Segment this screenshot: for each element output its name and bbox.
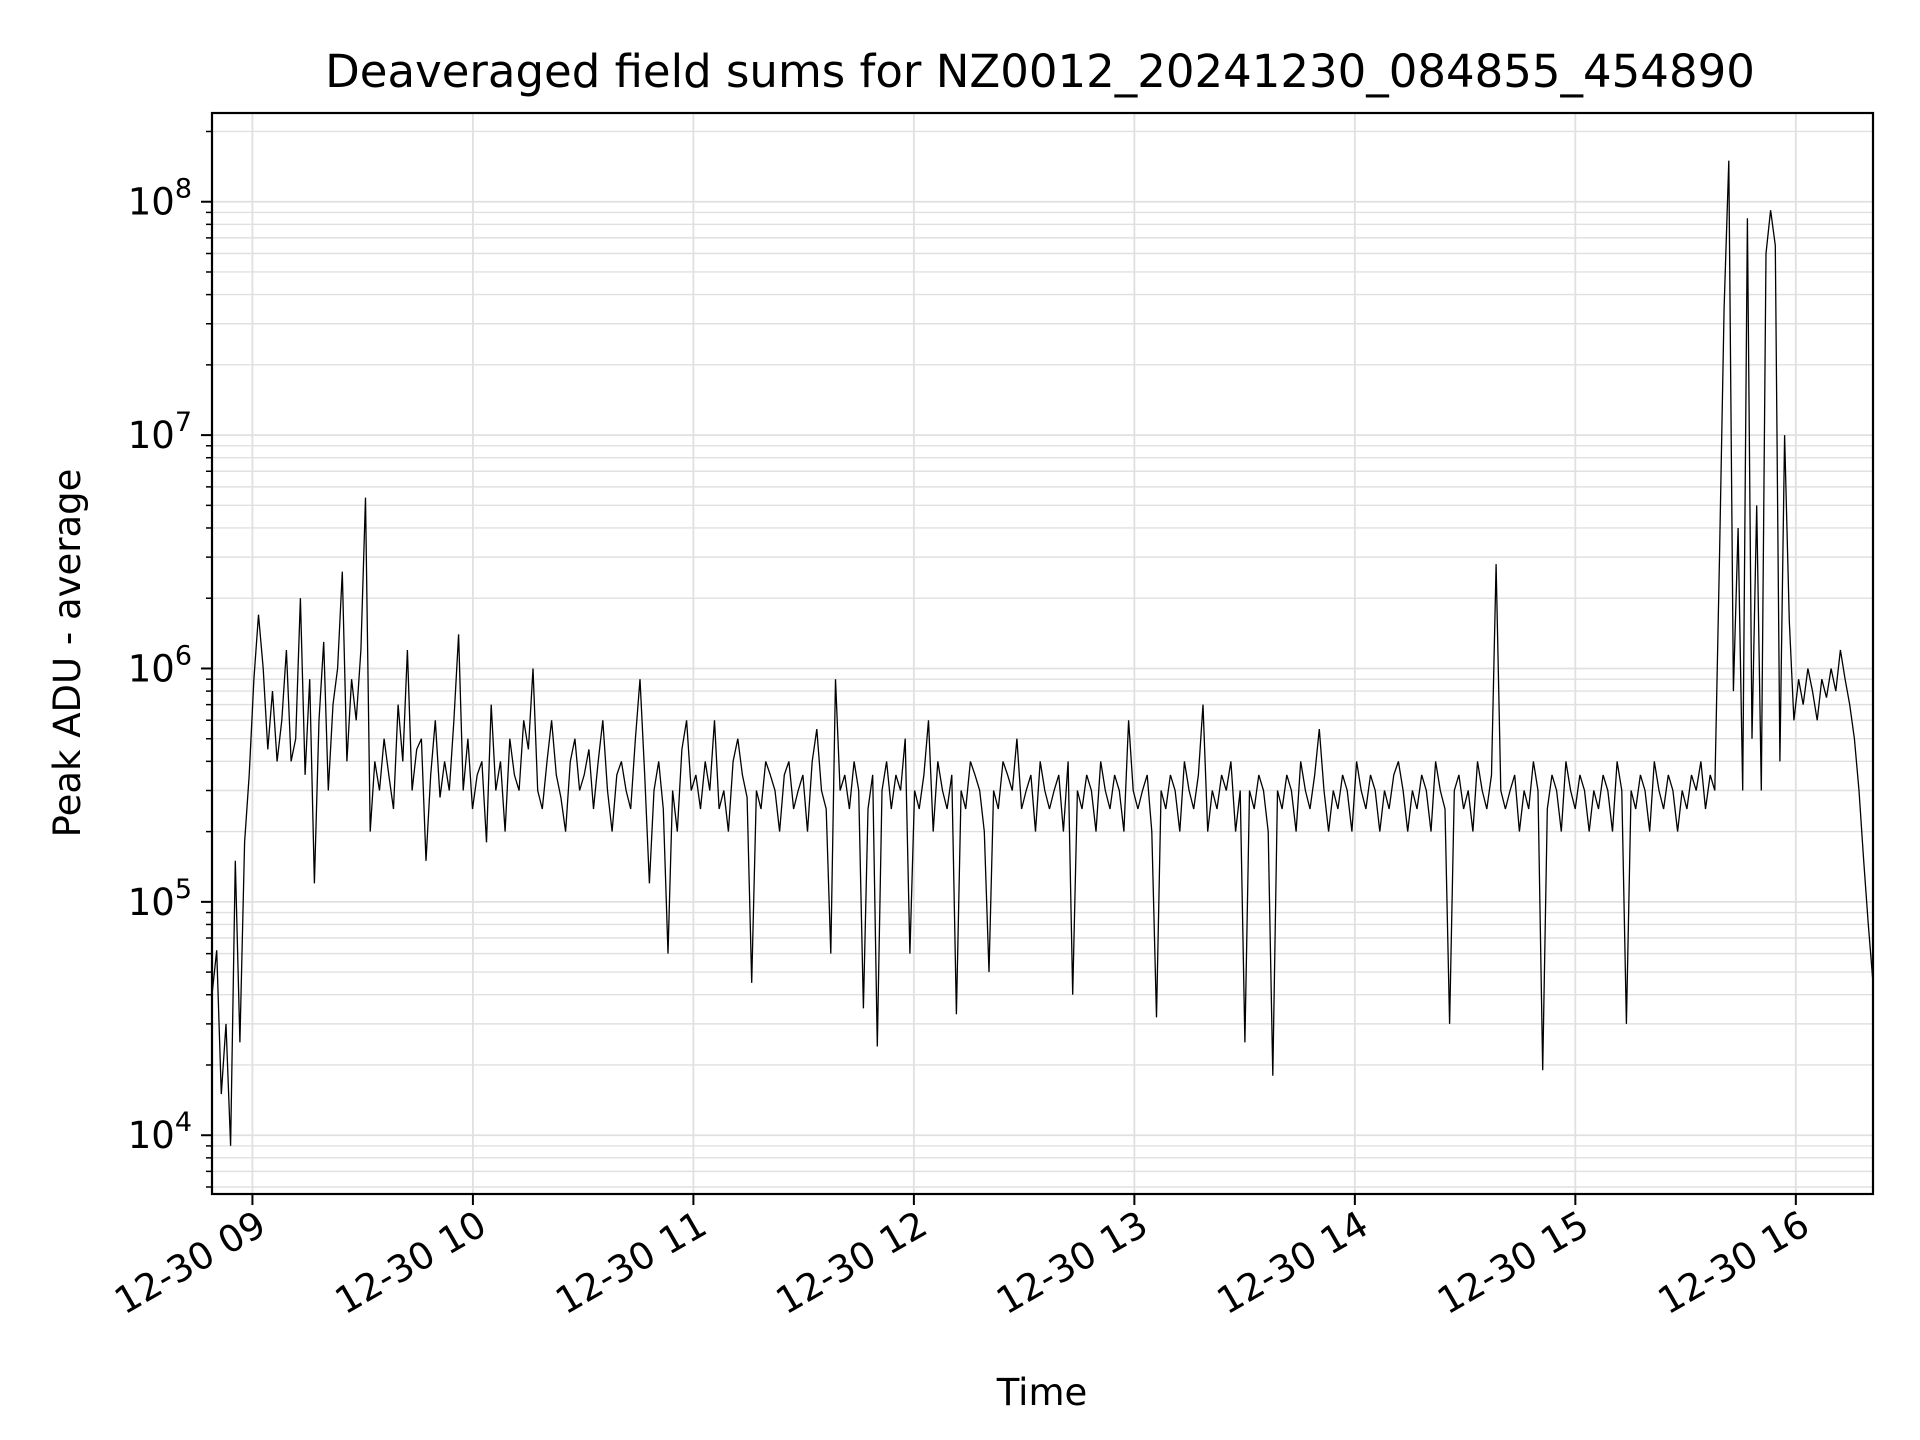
x-axis-label: Time xyxy=(996,1371,1088,1414)
y-tick-label: 106 xyxy=(128,640,192,690)
grid xyxy=(212,113,1873,1194)
y-tick-label: 105 xyxy=(128,874,192,924)
y-axis: 104 105 106 107 108 xyxy=(128,130,212,1188)
series-line-0 xyxy=(211,160,1874,1146)
chart-title: Deaveraged field sums for NZ0012_2024123… xyxy=(325,45,1755,98)
series-layer xyxy=(211,160,1874,1146)
y-tick-label: 108 xyxy=(128,174,192,224)
y-tick-label: 104 xyxy=(128,1107,192,1157)
plot-area-frame xyxy=(210,111,1875,1196)
y-tick-label: 107 xyxy=(128,407,192,457)
y-axis-label: Peak ADU - average xyxy=(46,469,89,838)
